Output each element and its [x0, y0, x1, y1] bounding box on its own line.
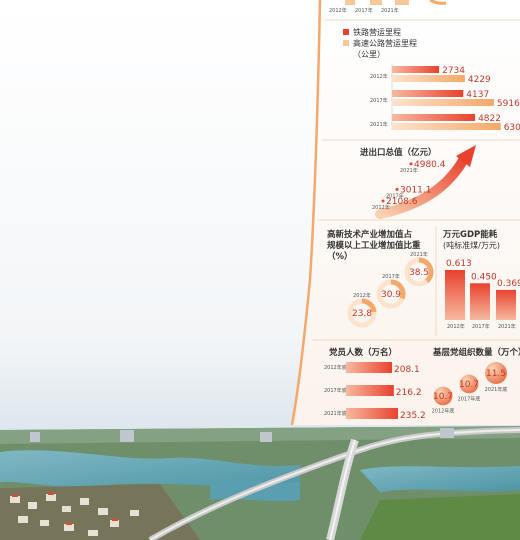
trade-arrow-head	[456, 145, 476, 167]
rail-bar	[392, 90, 464, 97]
energy-bar	[496, 289, 516, 320]
legend-highway: 高速公路营运里程	[353, 38, 417, 48]
rail-year-label: 2021年	[370, 121, 388, 128]
legend-rail: 铁路营运里程	[353, 27, 401, 37]
highway-value: 6309	[504, 123, 520, 133]
orgs-title: 基层党组织数量（万个）	[432, 347, 520, 358]
trade-point	[381, 199, 385, 203]
trade-point	[395, 187, 399, 191]
rail-bar	[392, 114, 476, 121]
trade-point	[409, 162, 413, 166]
hitech-value: 38.5	[409, 268, 429, 278]
energy-chart: 万元GDP能耗 (吨标准煤/万元) 0.613 2012年 0.450 2017年 0.…	[442, 229, 520, 330]
trade-arrow	[375, 153, 469, 219]
legend-swatch-rail	[343, 29, 349, 35]
members-year-label: 2021年底	[324, 410, 347, 417]
highway-value: 5916	[497, 99, 520, 109]
energy-value: 0.613	[446, 259, 472, 269]
energy-year-label: 2021年	[498, 323, 516, 330]
rail-year-label: 2012年	[370, 73, 388, 80]
orgs-value: 10.7	[433, 392, 453, 402]
top-stub-chart: 2012年 2017年 2021年	[329, 0, 447, 14]
members-value: 216.2	[396, 388, 422, 398]
hitech-year-label: 2021年	[410, 251, 428, 258]
hitech-year-label: 2017年	[382, 273, 400, 280]
rail-unit: （公里）	[353, 50, 385, 59]
orgs-year-label: 2021年底	[485, 386, 508, 393]
orgs-bubble	[459, 374, 479, 394]
trade-value: 4980.4	[414, 160, 446, 170]
highway-bar	[392, 75, 465, 82]
members-bar	[346, 408, 398, 419]
hitech-ring-value	[376, 279, 406, 309]
rail-value: 4822	[478, 114, 501, 124]
trade-year-label: 2021年	[400, 167, 418, 174]
hitech-value: 30.9	[381, 290, 401, 300]
stub-year-1: 2012年	[329, 7, 347, 14]
members-title: 党员人数（万名）	[329, 347, 397, 358]
panel-edge-accent	[290, 0, 322, 426]
energy-bar	[445, 270, 465, 320]
hitech-title-3: （%）	[327, 251, 353, 262]
members-chart: 党员人数（万名） 2012年底 208.1 2017年底 216.2 2021年底 235…	[324, 347, 426, 421]
orgs-value: 10.7	[459, 380, 479, 390]
rail-value: 4137	[466, 90, 489, 100]
stub-year-2: 2017年	[355, 7, 373, 14]
orgs-value: 11.5	[486, 369, 506, 379]
rail-bar	[392, 66, 440, 73]
members-value: 235.2	[400, 411, 426, 421]
members-bar	[346, 385, 394, 396]
orgs-chart: 基层党组织数量（万个） 10.7 2012年底 10.7 2017年底 11.5 2021…	[432, 347, 520, 414]
energy-year-label: 2017年	[472, 323, 490, 330]
energy-title-2: (吨标准煤/万元)	[443, 240, 500, 250]
energy-year-label: 2012年	[447, 323, 465, 330]
orgs-year-label: 2012年底	[432, 407, 455, 414]
orgs-bubble	[433, 386, 453, 406]
members-value: 208.1	[394, 365, 420, 375]
energy-bar	[470, 283, 490, 320]
hitech-title-1: 高新技术产业增加值占	[327, 229, 413, 240]
members-year-label: 2012年底	[324, 364, 347, 371]
stub-year-3: 2021年	[381, 7, 399, 14]
highway-bar	[392, 123, 501, 130]
trade-year-label: 2012年	[372, 204, 390, 211]
hitech-ring-value	[347, 298, 377, 328]
highway-value: 4229	[468, 75, 491, 85]
rail-value: 2734	[442, 66, 465, 76]
hitech-ring-value	[404, 257, 434, 287]
orgs-year-label: 2017年底	[458, 395, 481, 402]
hitech-title-2: 规模以上工业增加值比重	[327, 240, 421, 251]
highway-bar	[392, 99, 494, 106]
trade-title: 进出口总值（亿元）	[360, 147, 437, 158]
trade-value: 2108.6	[386, 197, 418, 207]
stats-panel	[292, 0, 520, 425]
hitech-value: 23.8	[352, 309, 372, 319]
orgs-bubble	[485, 362, 507, 384]
hitech-year-label: 2012年	[353, 292, 371, 299]
energy-value: 0.369	[497, 279, 520, 289]
trade-year-label: 2017年	[386, 192, 404, 199]
hitech-chart: 高新技术产业增加值占 规模以上工业增加值比重 （%） 23.8 2012年 30.9…	[327, 229, 434, 328]
panel-dividers	[312, 19, 520, 341]
members-bar	[346, 362, 393, 373]
trade-value: 3011.1	[400, 185, 432, 195]
rail-year-label: 2017年	[370, 97, 388, 104]
landscape-photo	[0, 426, 520, 540]
members-year-label: 2017年底	[324, 387, 347, 394]
legend-swatch-highway	[343, 40, 349, 46]
energy-title-1: 万元GDP能耗	[442, 229, 498, 240]
energy-value: 0.450	[471, 272, 497, 282]
